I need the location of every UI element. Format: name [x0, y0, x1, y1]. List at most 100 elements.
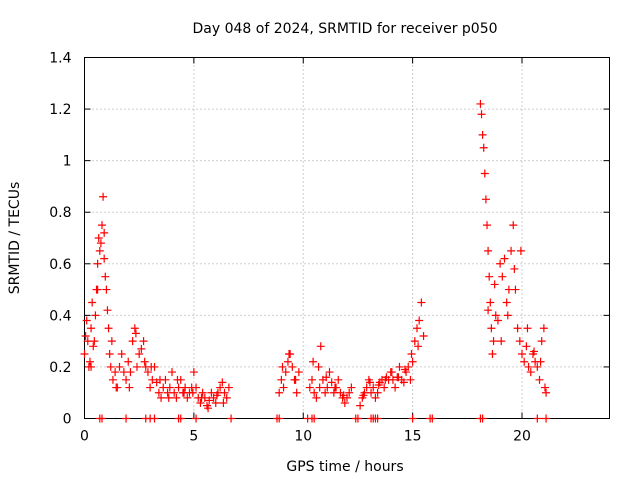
data-point	[542, 414, 551, 423]
data-point	[87, 362, 96, 371]
data-point	[536, 357, 545, 366]
data-point	[122, 414, 131, 423]
axis-ticks	[84, 57, 610, 419]
data-point	[511, 285, 520, 294]
data-point	[100, 254, 109, 263]
data-point	[99, 192, 108, 201]
data-point	[428, 414, 437, 423]
data-point	[484, 246, 493, 255]
data-point	[107, 337, 116, 346]
x-tick-label: 20	[513, 429, 531, 445]
data-point	[93, 285, 102, 294]
data-point	[288, 362, 297, 371]
data-point	[530, 347, 539, 356]
data-point	[394, 373, 403, 382]
y-tick-label: 0.2	[49, 360, 71, 376]
data-point	[291, 375, 300, 384]
data-point	[94, 234, 103, 242]
data-point	[524, 362, 533, 371]
data-point	[509, 221, 518, 230]
data-point	[133, 362, 141, 371]
data-point	[408, 414, 417, 423]
data-point	[222, 393, 231, 402]
data-point	[478, 414, 487, 423]
data-point	[96, 239, 105, 248]
x-tick-label: 10	[294, 429, 312, 445]
data-point	[486, 298, 495, 307]
data-point	[407, 350, 416, 359]
data-point	[373, 414, 382, 423]
data-point	[124, 357, 133, 366]
data-point	[100, 228, 109, 237]
data-point	[321, 388, 330, 397]
data-point	[164, 393, 173, 402]
data-point	[373, 388, 382, 397]
data-point	[515, 337, 524, 346]
data-point	[479, 143, 488, 152]
data-point	[417, 298, 426, 307]
y-tick-label: 0	[63, 412, 72, 428]
data-point	[391, 383, 400, 392]
data-point	[98, 221, 106, 230]
data-point	[85, 357, 94, 366]
y-axis-label: SRMTID / TECUs	[7, 182, 23, 295]
data-point	[359, 391, 368, 400]
data-point	[115, 362, 124, 371]
x-axis-label: GPS time / hours	[286, 459, 403, 475]
data-point	[305, 383, 314, 392]
data-point	[294, 368, 303, 377]
data-point	[487, 324, 496, 333]
data-point	[227, 414, 236, 423]
y-tick-label: 1	[63, 154, 72, 170]
data-point	[533, 362, 542, 371]
data-point	[312, 393, 321, 402]
data-point	[498, 272, 507, 281]
data-point	[189, 368, 198, 377]
data-point	[526, 368, 535, 377]
data-point	[104, 324, 113, 333]
data-point	[497, 337, 506, 346]
data-point	[477, 110, 486, 119]
data-point	[369, 383, 378, 392]
data-point	[381, 375, 390, 384]
data-point	[165, 383, 174, 392]
data-point	[400, 365, 409, 374]
y-tick-label: 0.6	[49, 257, 71, 273]
data-point	[491, 311, 500, 320]
data-point	[503, 311, 512, 320]
data-point	[130, 324, 139, 333]
data-point	[334, 375, 343, 384]
data-point	[283, 357, 292, 366]
data-point	[292, 388, 301, 397]
data-point	[516, 246, 525, 255]
data-point	[490, 280, 499, 289]
data-point	[155, 375, 164, 384]
data-point	[278, 362, 287, 371]
data-point	[90, 337, 99, 346]
data-point	[173, 375, 182, 384]
data-point	[204, 404, 213, 413]
data-point	[82, 316, 91, 325]
data-point	[216, 383, 225, 392]
data-point	[220, 388, 229, 397]
data-point	[212, 391, 221, 400]
data-point	[513, 324, 522, 333]
data-point	[340, 399, 349, 408]
data-point	[323, 383, 332, 392]
data-point	[374, 380, 383, 389]
y-tick-label: 1.4	[49, 51, 71, 67]
data-point	[476, 99, 485, 108]
data-point	[176, 414, 185, 423]
data-point	[137, 344, 146, 353]
data-point	[408, 357, 417, 366]
data-point	[281, 368, 290, 377]
data-point	[510, 264, 519, 273]
data-point	[172, 393, 181, 402]
data-point	[146, 383, 155, 392]
data-point	[111, 368, 120, 377]
data-point	[347, 383, 356, 392]
y-tick-label: 1.2	[49, 102, 71, 118]
data-point	[147, 362, 156, 371]
data-point	[112, 383, 121, 392]
